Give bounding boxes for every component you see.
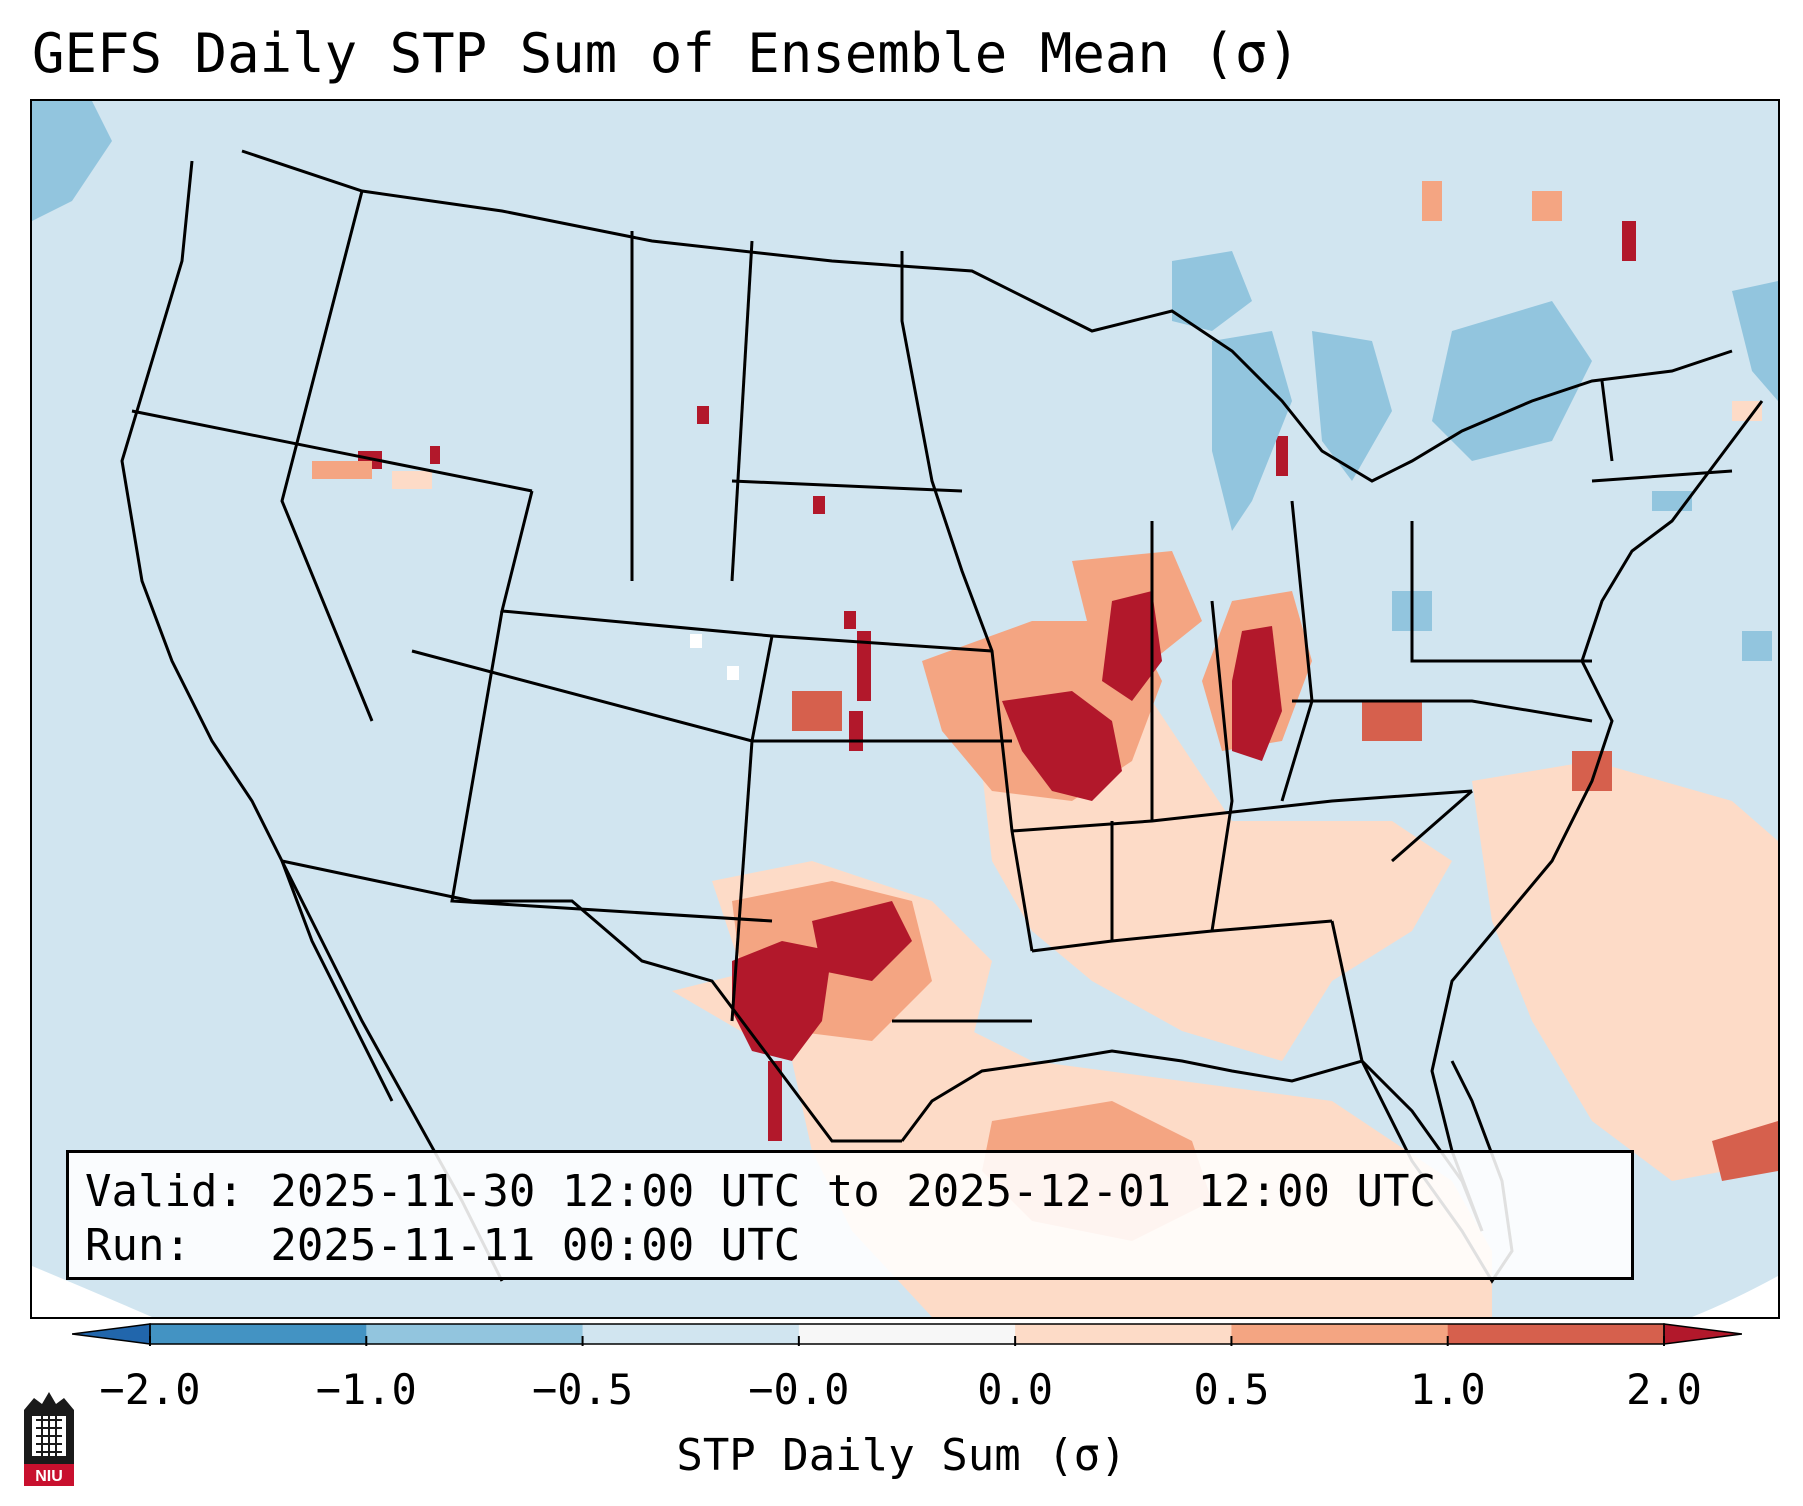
colorbar-bin [1015,1324,1232,1344]
anomaly-region-mid [1712,1121,1778,1181]
anomaly-region-negative [1212,331,1292,531]
anomaly-cell [430,446,440,464]
state-border [411,649,1012,743]
state-border [500,490,774,742]
colorbar-tick-label: −2.0 [99,1365,201,1414]
state-border [1011,789,1473,833]
anomaly-cell [792,691,842,731]
anomaly-cell [697,406,709,424]
anomaly-cell [1276,436,1288,476]
colorbar-tick-label: 2.0 [1626,1365,1702,1414]
state-border [1410,521,1592,663]
state-border [1031,919,1333,953]
anomaly-region-negative [1312,331,1392,481]
anomaly-region-negative [1432,301,1592,461]
colorbar-bin [582,1324,800,1344]
colorbar-outline [149,1323,1665,1345]
anomaly-cell [1422,181,1442,221]
state-border [1600,380,1614,462]
anomaly-cell [844,611,856,629]
colorbar-tick-label: 1.0 [1409,1365,1486,1414]
anomaly-cell [312,461,372,479]
colorbar-bin [1231,1324,1449,1344]
state-border [280,190,374,722]
anomaly-cell [727,666,739,680]
anomaly-cell [1532,191,1562,221]
baja-outline [280,860,394,1102]
anomaly-region-high [1002,691,1122,801]
niu-logo: NIU [24,1392,74,1486]
anomaly-cell [1362,701,1422,741]
west-coastline [120,160,504,1282]
map-panel[interactable] [30,99,1780,1319]
colorbar-tick-label: 0.0 [977,1365,1054,1414]
anomaly-cell [813,496,825,514]
state-border [1591,469,1733,483]
anomaly-cell [392,471,432,489]
anomaly-cell [1622,221,1636,261]
valid-run-info-box: Valid: 2025-11-30 12:00 UTC to 2025-12-0… [66,1150,1634,1280]
anomaly-cell [1572,751,1612,791]
colorbar-tick-label: −1.0 [315,1365,417,1414]
state-border [1292,699,1593,723]
anomaly-region-high [732,941,832,1061]
state-border [730,740,754,1022]
state-border [731,479,963,493]
state-border [1391,789,1473,863]
colorbar-bin [366,1324,584,1344]
colorbar-tick-label: −0.5 [531,1365,634,1414]
colorbar-tick-label: −0.0 [748,1365,850,1414]
gulf-coastline [900,1049,1484,1232]
state-border [131,409,533,493]
us-mexico-border [281,859,902,1143]
anomaly-region-high [812,901,912,981]
colorbar-extend-high [1663,1323,1742,1345]
us-canada-border [241,149,1733,483]
anomaly-region-negative [32,101,112,221]
valid-time-text: Valid: 2025-11-30 12:00 UTC to 2025-12-0… [85,1166,1437,1217]
anomaly-cell [857,631,871,701]
political-boundaries [120,149,1764,1284]
anomaly-region-negative [1172,251,1252,331]
run-time-text: Run: 2025-11-11 00:00 UTC [85,1220,801,1271]
colorbar [72,1323,1742,1346]
anomaly-region-negative [1732,281,1778,401]
map-title: GEFS Daily STP Sum of Ensemble Mean (σ) [32,22,1300,85]
colorbar-bin [798,1324,1016,1344]
anomaly-cell [1732,401,1762,421]
anomaly-region-high [1232,626,1282,761]
projection-edge [32,1266,152,1317]
colorbar-extend-low [72,1323,151,1345]
anomaly-cell [849,711,863,751]
anomaly-cell [690,634,702,648]
state-border [730,240,754,582]
stp-map [32,101,1778,1317]
colorbar-bin [150,1324,367,1344]
state-border [771,634,993,653]
colorbar-tick-label: 0.5 [1193,1365,1270,1414]
anomaly-cell [1742,631,1772,661]
colorbar-bin [1447,1324,1665,1344]
anomaly-region-light [1472,761,1778,1181]
state-border [450,610,773,923]
state-border [1210,600,1234,932]
colorbar-label: STP Daily Sum (σ) [676,1430,1127,1481]
projection-edge [1692,1276,1778,1317]
east-coastline [1430,400,1764,1232]
anomaly-cell [768,1061,782,1141]
logo-text: NIU [35,1468,63,1485]
anomaly-region-high [1102,591,1162,701]
state-border [1330,920,1364,1062]
